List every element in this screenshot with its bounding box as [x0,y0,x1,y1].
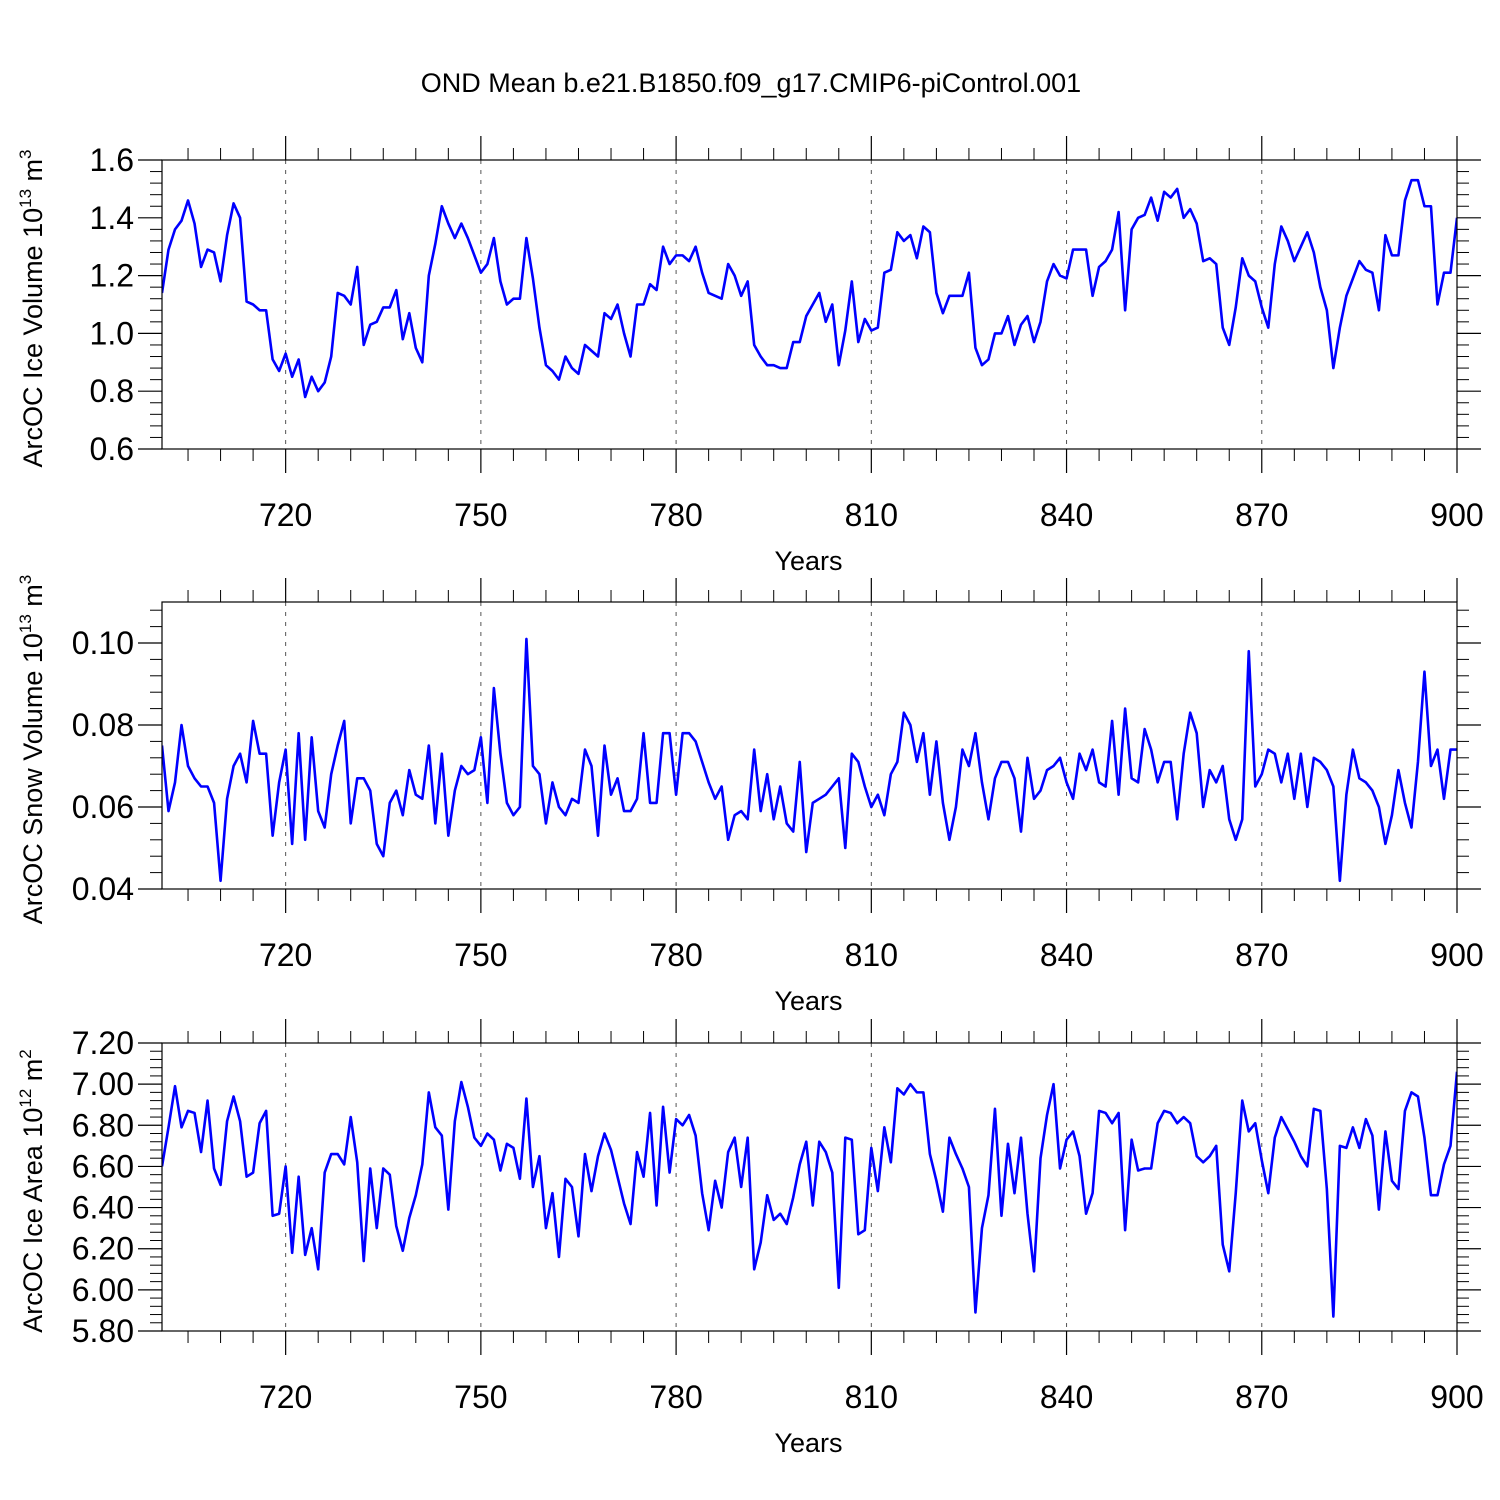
y-axis-label: ArcOC Ice Area 1012 m2 [16,1049,48,1333]
y-label-text: ArcOC Ice Volume 10 [18,208,48,468]
y-tick-label: 0.6 [90,431,134,467]
y-tick-label: 0.8 [90,373,134,409]
x-tick-label: 750 [454,497,507,533]
y-label-exponent: 12 [16,1089,35,1108]
y-tick-label: 5.80 [72,1313,134,1349]
x-tick-label: 780 [649,937,702,973]
y-label-unit-exponent: 2 [16,1049,35,1058]
plot-frame [161,159,1458,450]
y-tick-label: 0.10 [72,625,134,661]
y-tick-label: 0.04 [72,871,134,907]
y-tick-label: 0.06 [72,789,134,825]
panel-1: 720 750 780 810 840 870 900 0.6 0.8 1.0 1.2 1.4 1.6 Y… [16,136,1484,576]
plot-frame [161,1042,1458,1332]
figure-title: OND Mean b.e21.B1850.f09_g17.CMIP6-piCon… [421,68,1081,98]
x-axis-label: Years [774,986,842,1016]
x-tick-label: 750 [454,1379,507,1415]
series-line-3 [162,1071,1457,1318]
y-label-unit: m [18,584,48,614]
x-tick-label: 900 [1430,937,1483,973]
x-tick-label: 870 [1235,937,1288,973]
x-tick-label: 810 [845,1379,898,1415]
y-tick-label: 6.60 [72,1148,134,1184]
x-axis-label: Years [774,1428,842,1458]
x-tick-label: 720 [259,1379,312,1415]
y-label-unit: m [18,1059,48,1089]
x-tick-label: 840 [1040,1379,1093,1415]
y-axis-label: ArcOC Snow Volume 1013 m3 [16,575,48,925]
y-tick-label: 1.2 [90,258,134,294]
x-tick-label: 870 [1235,1379,1288,1415]
y-tick-label: 0.08 [72,707,134,743]
y-tick-label: 7.00 [72,1066,134,1102]
y-tick-label: 6.40 [72,1190,134,1226]
x-tick-label: 840 [1040,497,1093,533]
y-label-text: ArcOC Snow Volume 10 [18,633,48,924]
x-tick-label: 750 [454,937,507,973]
x-tick-label: 810 [845,937,898,973]
panels: 720 750 780 810 840 870 900 0.6 0.8 1.0 1.2 1.4 1.6 Y… [16,136,1484,1458]
y-tick-label: 6.00 [72,1272,134,1308]
x-tick-label: 840 [1040,937,1093,973]
x-tick-label: 780 [649,1379,702,1415]
series-line-1 [162,178,1457,399]
x-tick-label: 720 [259,937,312,973]
y-tick-label: 1.4 [90,200,134,236]
y-tick-label: 1.6 [90,142,134,178]
x-tick-label: 720 [259,497,312,533]
panel-3: 720 750 780 810 840 870 900 5.80 6.00 6.20 6.40 6.6… [16,1019,1484,1458]
y-tick-label: 1.0 [90,315,134,351]
y-label-text: ArcOC Ice Area 10 [18,1108,48,1333]
plot-frame [161,601,1458,890]
y-tick-label: 7.20 [72,1025,134,1061]
x-tick-label: 810 [845,497,898,533]
x-tick-label: 870 [1235,497,1288,533]
x-tick-label: 900 [1430,1379,1483,1415]
y-label-unit-exponent: 3 [16,575,35,584]
y-tick-label: 6.20 [72,1231,134,1267]
y-label-exponent: 13 [16,614,35,633]
x-tick-label: 780 [649,497,702,533]
y-label-unit-exponent: 3 [16,149,35,158]
y-label-unit: m [18,159,48,189]
series-line-2 [162,637,1457,883]
x-tick-label: 900 [1430,497,1483,533]
panel-2: 720 750 780 810 840 870 900 0.04 0.06 0.08 0.10 Yea… [16,575,1484,1016]
x-axis-label: Years [774,546,842,576]
y-axis-label: ArcOC Ice Volume 1013 m3 [16,149,48,467]
y-label-exponent: 13 [16,189,35,208]
y-tick-label: 6.80 [72,1107,134,1143]
